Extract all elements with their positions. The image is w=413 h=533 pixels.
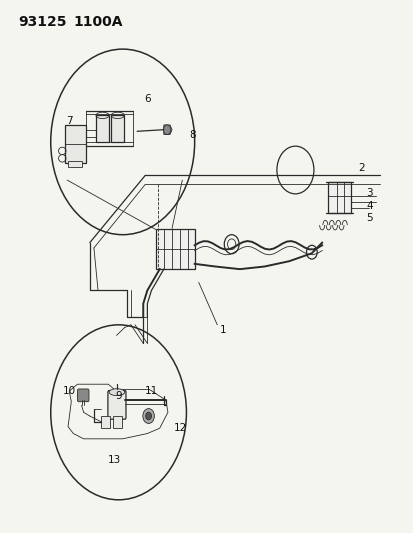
Circle shape xyxy=(163,125,171,134)
Bar xyxy=(155,229,194,269)
Bar xyxy=(96,115,109,142)
FancyBboxPatch shape xyxy=(108,391,126,419)
Bar xyxy=(113,416,122,427)
Bar xyxy=(65,125,85,163)
Text: 1: 1 xyxy=(220,325,226,335)
Text: 5: 5 xyxy=(365,213,372,223)
Polygon shape xyxy=(164,125,172,134)
Text: 3: 3 xyxy=(365,188,372,198)
Circle shape xyxy=(145,413,151,419)
Text: 8: 8 xyxy=(189,130,195,140)
Text: 11: 11 xyxy=(145,386,158,396)
Circle shape xyxy=(142,409,154,423)
Bar xyxy=(101,416,110,427)
Text: 2: 2 xyxy=(357,164,363,173)
Bar xyxy=(111,115,124,142)
Bar xyxy=(328,182,350,214)
Ellipse shape xyxy=(109,389,124,395)
Text: 9: 9 xyxy=(115,391,121,401)
Text: 13: 13 xyxy=(108,455,121,465)
FancyBboxPatch shape xyxy=(77,389,89,402)
Text: 93125: 93125 xyxy=(18,14,66,29)
Text: 4: 4 xyxy=(365,200,372,211)
Text: 1100A: 1100A xyxy=(73,14,123,29)
Bar xyxy=(68,161,82,167)
Text: 10: 10 xyxy=(62,386,76,396)
Text: 12: 12 xyxy=(173,423,186,433)
Text: 6: 6 xyxy=(144,94,150,104)
Text: 7: 7 xyxy=(66,116,72,126)
